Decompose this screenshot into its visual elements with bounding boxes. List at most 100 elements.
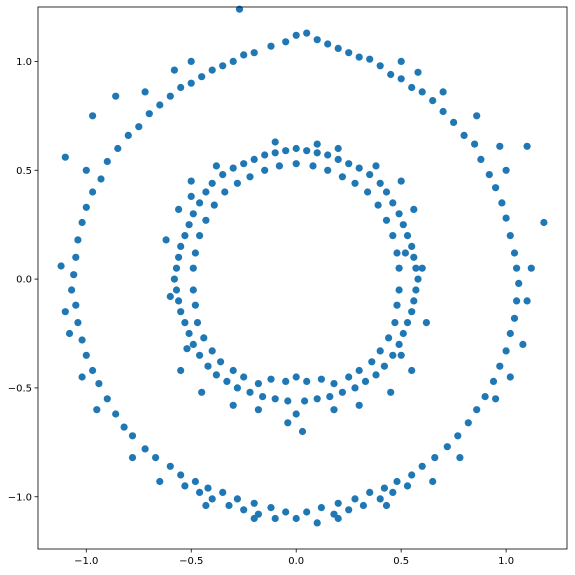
- scatter-point: [177, 471, 185, 479]
- scatter-point: [284, 397, 292, 405]
- scatter-point: [408, 366, 416, 375]
- scatter-point: [183, 345, 191, 353]
- scatter-point: [443, 443, 451, 451]
- scatter-point: [172, 264, 181, 272]
- scatter-point: [97, 175, 105, 183]
- scatter-point: [166, 92, 174, 100]
- scatter-point: [156, 101, 164, 109]
- scatter-point: [112, 92, 120, 100]
- scatter-point: [82, 203, 90, 211]
- scatter-point: [515, 279, 523, 287]
- scatter-point: [359, 501, 367, 510]
- scatter-point: [240, 373, 248, 381]
- scatter-point: [204, 362, 212, 370]
- scatter-point: [259, 393, 267, 401]
- scatter-point: [271, 138, 279, 146]
- scatter-point: [82, 166, 90, 174]
- scatter-point: [492, 184, 500, 192]
- scatter-point: [240, 160, 248, 168]
- scatter-point: [355, 164, 363, 172]
- scatter-point: [103, 157, 111, 166]
- scatter-point: [156, 477, 164, 486]
- scatter-point: [301, 397, 309, 405]
- scatter-point: [313, 36, 321, 44]
- scatter-point: [200, 334, 208, 342]
- scatter-point: [303, 508, 311, 516]
- scatter-point: [393, 301, 401, 309]
- scatter-point: [393, 249, 401, 257]
- scatter-point: [208, 495, 216, 503]
- scatter-point: [175, 253, 183, 261]
- scatter-point: [191, 249, 199, 257]
- scatter-point: [282, 377, 290, 385]
- scatter-point: [324, 151, 332, 159]
- scatter-point: [502, 347, 510, 355]
- scatter-point: [93, 406, 101, 414]
- scatter-point: [202, 216, 210, 224]
- scatter-point: [89, 112, 97, 120]
- scatter-point: [372, 162, 380, 170]
- scatter-point: [72, 301, 80, 309]
- scatter-point: [412, 264, 420, 272]
- scatter-point: [414, 275, 422, 283]
- scatter-point: [345, 160, 353, 168]
- scatter-point: [364, 188, 372, 196]
- scatter-point: [175, 297, 183, 305]
- scatter-point: [439, 107, 447, 116]
- scatter-points: [57, 5, 548, 527]
- scatter-point: [334, 514, 342, 523]
- scatter-point: [135, 123, 143, 131]
- scatter-point: [128, 454, 137, 462]
- scatter-point: [202, 188, 210, 196]
- scatter-point: [338, 173, 346, 181]
- scatter-point: [292, 160, 300, 168]
- scatter-point: [177, 83, 185, 92]
- scatter-point: [229, 401, 237, 409]
- scatter-point: [460, 131, 468, 139]
- scatter-point: [196, 351, 204, 359]
- y-tick-label: −0.5: [8, 383, 32, 394]
- scatter-point: [282, 508, 290, 516]
- scatter-point: [198, 388, 206, 396]
- scatter-point: [506, 232, 514, 240]
- scatter-point: [313, 149, 321, 157]
- scatter-point: [351, 495, 359, 503]
- y-tick-label: 1.0: [16, 57, 32, 68]
- scatter-point: [431, 454, 439, 462]
- scatter-point: [89, 366, 97, 375]
- scatter-point: [527, 264, 535, 272]
- scatter-point: [513, 264, 521, 272]
- scatter-point: [254, 406, 262, 414]
- scatter-point: [506, 373, 514, 381]
- scatter-point: [187, 192, 195, 200]
- x-axis: −1.0 −0.5 0.0 0.5 1.0: [74, 549, 514, 567]
- scatter-point: [267, 42, 275, 50]
- scatter-point: [275, 162, 283, 170]
- scatter-point: [298, 427, 307, 436]
- scatter-point: [187, 79, 195, 87]
- scatter-point: [196, 232, 204, 240]
- x-tick-label: 0.5: [393, 556, 409, 567]
- scatter-point: [82, 351, 90, 359]
- scatter-point: [189, 264, 197, 272]
- scatter-point: [368, 358, 376, 366]
- scatter-point: [68, 286, 76, 294]
- scatter-point: [330, 380, 338, 388]
- scatter-point: [334, 155, 342, 163]
- scatter-point: [399, 221, 407, 229]
- scatter-point: [250, 49, 258, 57]
- scatter-point: [212, 162, 220, 170]
- scatter-point: [181, 482, 189, 490]
- scatter-point: [189, 340, 197, 348]
- scatter-point: [233, 384, 241, 392]
- scatter-point: [489, 377, 498, 385]
- scatter-point: [519, 340, 527, 348]
- scatter-point: [225, 501, 233, 510]
- scatter-point: [473, 112, 481, 120]
- scatter-point: [366, 488, 374, 496]
- scatter-point: [387, 388, 395, 396]
- scatter-point: [313, 140, 321, 148]
- scatter-point: [189, 286, 197, 294]
- scatter-point: [204, 484, 212, 492]
- scatter-point: [326, 393, 334, 401]
